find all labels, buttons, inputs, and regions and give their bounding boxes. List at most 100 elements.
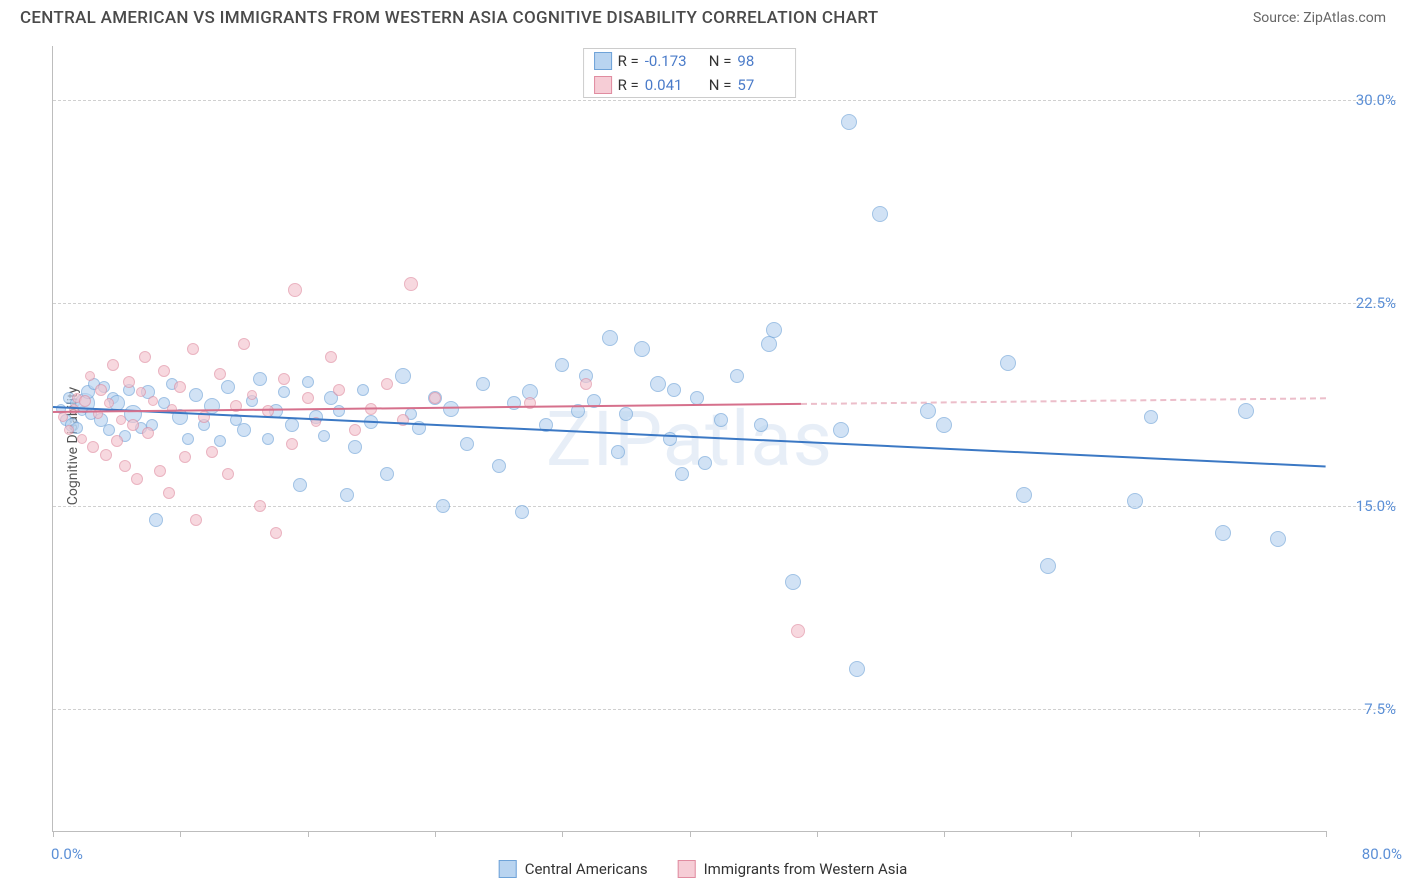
scatter-point [182, 433, 194, 445]
scatter-point [395, 368, 411, 384]
stat-r-label: R = [618, 52, 639, 70]
scatter-point [730, 369, 744, 383]
stat-n-value: 57 [737, 76, 785, 94]
scatter-point [754, 418, 768, 432]
scatter-point [791, 624, 805, 638]
x-tick-mark [944, 831, 945, 837]
scatter-point [187, 343, 199, 355]
scatter-point [107, 359, 119, 371]
scatter-point [139, 351, 151, 363]
scatter-point [189, 388, 203, 402]
stat-n-label: N = [709, 52, 732, 70]
scatter-point [460, 437, 474, 451]
scatter-point [222, 468, 234, 480]
legend-series: Central Americans Immigrants from Western… [499, 860, 908, 878]
scatter-point [849, 661, 865, 677]
scatter-point [148, 396, 158, 406]
y-tick-label: 15.0% [1336, 497, 1396, 515]
scatter-point [507, 396, 521, 410]
legend-label: Central Americans [525, 860, 648, 878]
scatter-point [1016, 487, 1032, 503]
scatter-point [119, 460, 131, 472]
scatter-point [833, 422, 849, 438]
scatter-point [104, 398, 114, 408]
scatter-point [492, 459, 506, 473]
scatter-point [1040, 558, 1056, 574]
scatter-point [302, 376, 314, 388]
scatter-point [87, 441, 99, 453]
scatter-point [64, 425, 74, 435]
stat-r-value: -0.173 [645, 52, 693, 70]
scatter-point [262, 433, 274, 445]
scatter-point [123, 376, 135, 388]
scatter-point [766, 322, 782, 338]
x-tick-mark [562, 831, 563, 837]
scatter-point [841, 114, 857, 130]
scatter-point [1127, 493, 1143, 509]
scatter-point [690, 391, 704, 405]
scatter-point [174, 381, 186, 393]
scatter-point [95, 384, 107, 396]
x-tick-mark [53, 831, 54, 837]
scatter-point [872, 206, 888, 222]
x-axis-max-label: 80.0% [1362, 845, 1402, 863]
scatter-point [619, 407, 633, 421]
scatter-point [404, 277, 418, 291]
scatter-point [318, 430, 330, 442]
chart-title: CENTRAL AMERICAN VS IMMIGRANTS FROM WEST… [20, 8, 878, 28]
scatter-point [79, 395, 91, 407]
scatter-point [602, 330, 618, 346]
scatter-point [103, 424, 115, 436]
scatter-point [254, 500, 266, 512]
scatter-point [237, 423, 251, 437]
scatter-point [127, 419, 139, 431]
scatter-point [381, 378, 393, 390]
scatter-point [270, 527, 282, 539]
x-tick-mark [1326, 831, 1327, 837]
scatter-point [238, 338, 250, 350]
scatter-point [214, 435, 226, 447]
y-tick-label: 30.0% [1336, 91, 1396, 109]
scatter-point [221, 380, 235, 394]
scatter-point [206, 446, 218, 458]
scatter-point [325, 351, 337, 363]
scatter-point [163, 487, 175, 499]
legend-stat-row: R =-0.173N =98 [584, 49, 796, 73]
scatter-point [247, 390, 257, 400]
x-tick-mark [180, 831, 181, 837]
y-tick-label: 22.5% [1336, 294, 1396, 312]
scatter-point [920, 403, 936, 419]
scatter-point [154, 465, 166, 477]
x-tick-mark [1199, 831, 1200, 837]
legend-stats: R =-0.173N =98R =0.041N =57 [583, 48, 797, 98]
scatter-point [179, 451, 191, 463]
scatter-point [149, 513, 163, 527]
scatter-point [349, 424, 361, 436]
scatter-point [142, 427, 154, 439]
scatter-point [131, 473, 143, 485]
scatter-point [675, 467, 689, 481]
legend-swatch [594, 76, 612, 94]
scatter-point [190, 514, 202, 526]
scatter-point [278, 386, 290, 398]
scatter-point [1144, 410, 1158, 424]
scatter-point [278, 373, 290, 385]
stat-r-value: 0.041 [645, 76, 693, 94]
scatter-point [348, 440, 362, 454]
scatter-point [116, 415, 126, 425]
x-tick-mark [690, 831, 691, 837]
scatter-point [650, 376, 666, 392]
scatter-point [1270, 531, 1286, 547]
scatter-point [714, 413, 728, 427]
scatter-point [667, 383, 681, 397]
scatter-point [286, 438, 298, 450]
header: CENTRAL AMERICAN VS IMMIGRANTS FROM WEST… [0, 0, 1406, 32]
scatter-point [285, 418, 299, 432]
legend-label: Immigrants from Western Asia [704, 860, 908, 878]
scatter-point [100, 449, 112, 461]
scatter-point [253, 372, 267, 386]
legend-swatch [499, 860, 517, 878]
scatter-point [436, 499, 450, 513]
legend-item: Central Americans [499, 860, 648, 878]
scatter-point [357, 384, 369, 396]
